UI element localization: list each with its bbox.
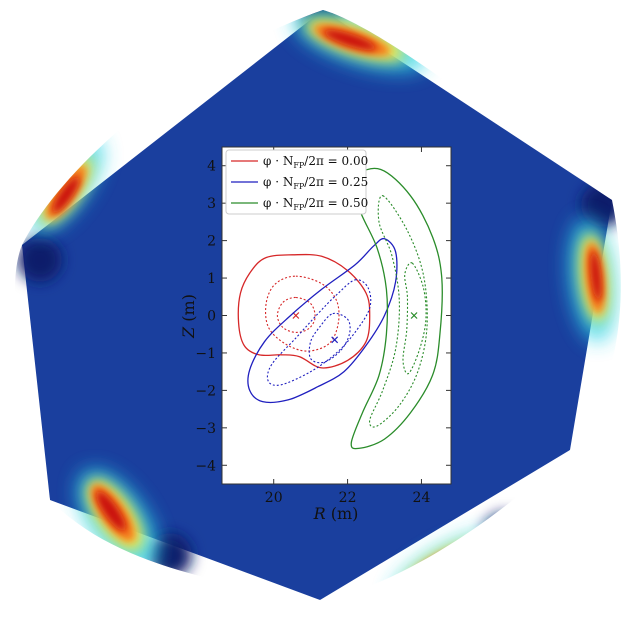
- series-2-outer-surface: [350, 167, 443, 450]
- legend-entry-2: φ · NFP/2π = 0.50: [231, 196, 368, 212]
- series-1-magnetic-axis: [331, 336, 339, 344]
- series-1-axis-stroke-b: [331, 336, 339, 344]
- cross-section-plot: 4 3 2 1 0 −1 −2 −3 −4 20 22 24 R (m) Z (m) φ · NFP…: [179, 146, 452, 523]
- y-tick-label-5: −1: [195, 346, 216, 362]
- series-0-axis-stroke-b: [292, 312, 300, 319]
- series-0-magnetic-axis: [292, 312, 300, 319]
- series-2-middle-surface: [369, 195, 428, 428]
- legend-label-2: φ · NFP/2π = 0.50: [263, 196, 368, 212]
- series-1-outer-surface: [247, 237, 398, 404]
- x-axis: 20 22 24: [265, 147, 431, 506]
- series-0-middle-surface: [265, 275, 340, 352]
- series-1-middle-surface: [266, 279, 372, 386]
- series-1: [247, 237, 398, 404]
- series-0-inner-surface: [276, 296, 316, 333]
- y-tick-label-4: 0: [207, 309, 216, 325]
- y-tick-label-7: −3: [195, 421, 216, 437]
- x-tick-label-2: 24: [413, 490, 431, 506]
- y-tick-label-8: −4: [195, 458, 216, 474]
- y-axis: 4 3 2 1 0 −1 −2 −3 −4: [195, 159, 451, 474]
- legend-entry-1: φ · NFP/2π = 0.25: [231, 175, 368, 191]
- legend-label-1: φ · NFP/2π = 0.25: [263, 175, 368, 191]
- series-2: [350, 167, 443, 450]
- series-1-inner-surface: [308, 312, 351, 364]
- legend-box: [225, 149, 367, 215]
- y-tick-label-2: 2: [207, 234, 216, 250]
- y-tick-label-6: −2: [195, 383, 216, 399]
- x-tick-label-1: 22: [339, 490, 357, 506]
- y-tick-label-1: 3: [207, 196, 216, 212]
- legend-label-0: φ · NFP/2π = 0.00: [263, 154, 368, 170]
- legend-entry-0: φ · NFP/2π = 0.00: [231, 154, 368, 170]
- series-0-outer-surface: [237, 253, 371, 369]
- y-tick-label-3: 1: [207, 271, 216, 287]
- series-0: [237, 253, 371, 369]
- y-axis-label: Z (m): [179, 294, 198, 339]
- series-2-axis-stroke-b: [410, 312, 418, 319]
- x-axis-label: R (m): [313, 504, 359, 523]
- series-2-inner-surface: [402, 262, 427, 375]
- flux-surface-curves: [237, 167, 443, 450]
- series-2-magnetic-axis: [410, 312, 418, 319]
- legend: φ · NFP/2π = 0.00 φ · NFP/2π = 0.25 φ · …: [225, 149, 368, 215]
- x-tick-label-0: 20: [265, 490, 283, 506]
- y-tick-label-0: 4: [207, 159, 216, 175]
